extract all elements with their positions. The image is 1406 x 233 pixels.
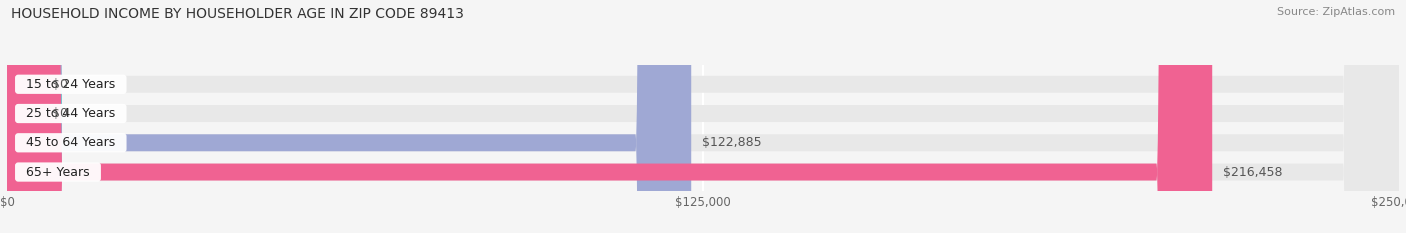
FancyBboxPatch shape xyxy=(7,0,1399,233)
FancyBboxPatch shape xyxy=(0,0,63,233)
Text: 45 to 64 Years: 45 to 64 Years xyxy=(18,136,124,149)
FancyBboxPatch shape xyxy=(7,0,1399,233)
Text: $216,458: $216,458 xyxy=(1223,165,1282,178)
Text: HOUSEHOLD INCOME BY HOUSEHOLDER AGE IN ZIP CODE 89413: HOUSEHOLD INCOME BY HOUSEHOLDER AGE IN Z… xyxy=(11,7,464,21)
FancyBboxPatch shape xyxy=(7,0,692,233)
Text: $122,885: $122,885 xyxy=(703,136,762,149)
FancyBboxPatch shape xyxy=(7,0,1212,233)
Text: 65+ Years: 65+ Years xyxy=(18,165,98,178)
Text: Source: ZipAtlas.com: Source: ZipAtlas.com xyxy=(1277,7,1395,17)
Text: $0: $0 xyxy=(52,107,67,120)
Text: 15 to 24 Years: 15 to 24 Years xyxy=(18,78,124,91)
FancyBboxPatch shape xyxy=(0,0,63,233)
FancyBboxPatch shape xyxy=(7,0,1399,233)
Text: 25 to 44 Years: 25 to 44 Years xyxy=(18,107,124,120)
Text: $0: $0 xyxy=(52,78,67,91)
FancyBboxPatch shape xyxy=(7,0,1399,233)
